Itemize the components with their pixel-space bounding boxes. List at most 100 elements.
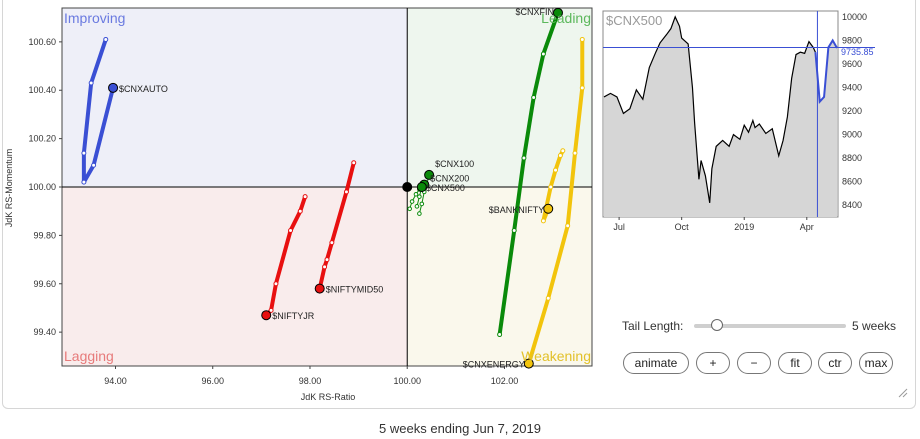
mini-area-fill	[604, 16, 837, 218]
tail-point-cnxauto	[103, 36, 109, 42]
rrg-chart: 94.00 96.00 98.00 100.00 102.00 99.40 99.60 99.…	[4, 7, 875, 402]
mini-x-tick-label: 2019	[734, 222, 754, 232]
tail-point-cnx200	[414, 204, 420, 209]
x-tick-label: 102.00	[491, 376, 519, 386]
tail-point-banknifty	[557, 153, 563, 159]
mini-y-tick-label: 10000	[842, 12, 867, 22]
quadrant-lagging-label: Lagging	[64, 348, 114, 364]
tail-length-slider-handle[interactable]	[710, 319, 723, 331]
tail-point-cnxenergy	[579, 36, 585, 42]
zoom-out-button[interactable]: −	[737, 352, 771, 374]
tail-point-niftymid50	[324, 257, 330, 263]
tail-length-value: 5 weeks	[852, 319, 897, 333]
mini-y-tick-label: 9200	[842, 106, 862, 116]
tail-point-niftyjr	[268, 307, 274, 313]
y-tick-label: 100.60	[28, 37, 56, 47]
head-cnxfin	[552, 7, 563, 18]
tail-cnxauto	[81, 37, 116, 185]
tail-point-banknifty	[548, 184, 554, 190]
mini-y-tick-label: 8600	[842, 177, 862, 187]
quadrant-weakening-label: Weakening	[521, 348, 591, 364]
tail-point-niftyjr	[288, 228, 294, 234]
tail-point-niftyjr	[302, 194, 308, 200]
mini-chart-title: $CNX500	[606, 13, 662, 28]
tail-cnxenergy	[526, 37, 585, 366]
center-button[interactable]: ctr	[818, 352, 852, 374]
y-tick-label: 100.00	[28, 182, 56, 192]
tail-point-cnxenergy	[579, 85, 585, 91]
zoom-in-button[interactable]: +	[696, 352, 730, 374]
x-tick-label: 98.00	[299, 376, 322, 386]
mini-y-tick-label: 9000	[842, 130, 862, 140]
footer-caption: 5 weeks ending Jun 7, 2019	[379, 421, 541, 436]
resize-handle-icon[interactable]	[898, 388, 908, 398]
label-niftyjr: $NIFTYJR	[272, 311, 315, 321]
label-cnxauto: $CNXAUTO	[119, 84, 168, 94]
mini-y-tick-label: 9800	[842, 35, 862, 45]
tail-point-niftymid50	[329, 240, 335, 246]
head-niftyjr	[261, 310, 272, 321]
tail-point-cnx200	[417, 194, 422, 199]
y-axis-label: JdK RS-Momentum	[4, 149, 14, 228]
mini-y-tick-label: 8400	[842, 200, 862, 210]
tail-point-niftymid50	[322, 264, 328, 270]
mini-x-tick-label: Jul	[613, 222, 625, 232]
label-cnxfin: $CNXFIN	[515, 7, 554, 17]
x-tick-label: 94.00	[104, 376, 127, 386]
fit-button[interactable]: fit	[778, 352, 812, 374]
tail-niftymid50	[317, 160, 356, 291]
mini-recent-line	[814, 38, 838, 104]
max-button[interactable]: max	[859, 352, 893, 374]
head-cnx500	[416, 182, 427, 192]
head-cnx	[402, 182, 413, 192]
x-tick-label: 96.00	[201, 376, 224, 386]
mini-x-tick-label: Oct	[675, 222, 690, 232]
quadrant-lagging-area	[62, 187, 408, 366]
mini-y-tick-label: 8800	[842, 153, 862, 163]
head-cnxenergy	[523, 358, 534, 369]
mini-x-tick-label: Apr	[800, 222, 814, 232]
tail-point-cnx100	[419, 201, 425, 207]
tail-point-banknifty	[540, 218, 546, 224]
label-niftymid50: $NIFTYMID50	[326, 285, 384, 295]
mini-y-tick-label: 9600	[842, 59, 862, 69]
tail-point-cnxfin	[540, 51, 546, 57]
label-banknifty: $BANKNIFTY	[489, 205, 545, 215]
label-cnx100: $CNX100	[435, 159, 474, 169]
tail-point-cnx500	[413, 191, 419, 197]
x-tick-label: 100.00	[393, 376, 421, 386]
tail-length-label: Tail Length:	[622, 319, 684, 333]
mini-price-line	[603, 15, 816, 203]
mini-current-value-label: 9735.85	[841, 47, 874, 57]
quadrant-improving-area	[62, 8, 408, 187]
tail-point-niftyjr	[297, 208, 303, 214]
y-tick-label: 99.60	[33, 279, 56, 289]
y-tick-label: 99.40	[33, 327, 56, 337]
tail-point-cnxenergy	[565, 223, 571, 229]
tail-point-niftymid50	[351, 160, 357, 166]
tail-point-cnxauto	[81, 179, 87, 185]
label-cnxenergy: $CNXENERGY	[463, 360, 525, 370]
label-cnx500: $CNX500	[426, 183, 465, 193]
tail-point-cnx100	[417, 211, 422, 216]
quadrant-leading-label: Leading	[541, 10, 591, 26]
head-niftymid50	[314, 283, 325, 294]
label-cnx200: $CNX200	[430, 174, 469, 184]
tail-point-cnxauto	[91, 162, 97, 168]
tail-point-cnxfin	[521, 155, 527, 161]
animate-button[interactable]: animate	[623, 352, 689, 374]
x-axis-label: JdK RS-Ratio	[301, 392, 356, 402]
head-cnxauto	[108, 82, 119, 93]
tail-point-cnxenergy	[545, 295, 551, 301]
mini-y-tick-label: 9400	[842, 83, 862, 93]
tail-point-cnxenergy	[572, 150, 578, 156]
y-tick-label: 100.20	[28, 134, 56, 144]
tail-cnxfin	[497, 10, 560, 337]
tail-point-cnx500	[407, 206, 412, 212]
tail-point-banknifty	[553, 167, 559, 173]
tail-length-slider[interactable]	[694, 319, 846, 332]
tail-point-cnxauto	[81, 150, 87, 156]
tail-point-cnx500	[409, 199, 415, 204]
tail-point-banknifty	[560, 148, 566, 154]
head-banknifty	[543, 203, 554, 214]
